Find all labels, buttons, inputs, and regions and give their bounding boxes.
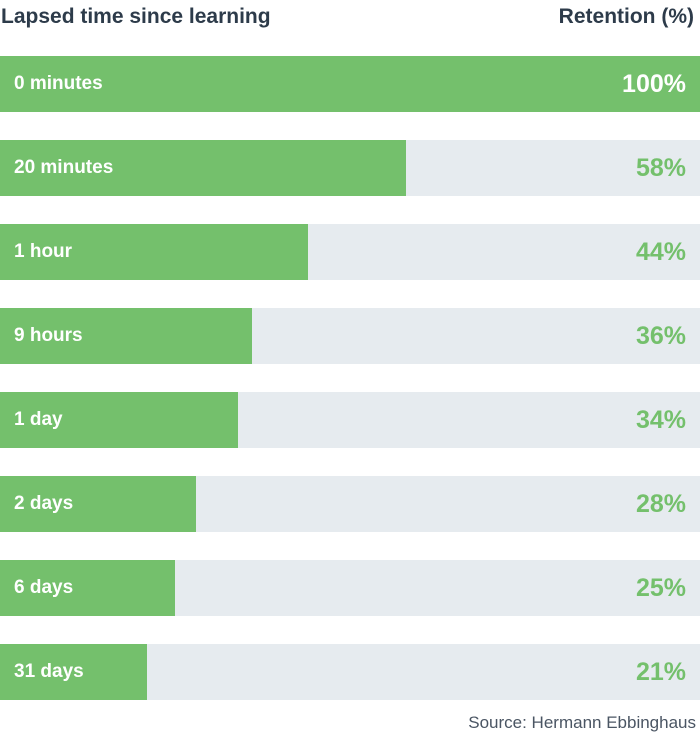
category-label: 20 minutes bbox=[14, 157, 114, 178]
column-title-lapsed-time: Lapsed time since learning bbox=[1, 5, 271, 28]
category-label: 1 hour bbox=[14, 241, 73, 262]
bar bbox=[0, 140, 406, 196]
category-label: 1 day bbox=[14, 409, 63, 430]
value-label: 25% bbox=[635, 574, 686, 602]
value-label: 44% bbox=[635, 238, 686, 266]
chart-header: Lapsed time since learning Retention (%) bbox=[0, 0, 700, 34]
category-label: 2 days bbox=[14, 493, 74, 514]
column-title-retention: Retention (%) bbox=[558, 5, 694, 28]
value-label: 21% bbox=[635, 658, 686, 686]
value-label: 28% bbox=[635, 490, 686, 518]
bar-row: 2 days 28% bbox=[0, 476, 700, 532]
bar bbox=[0, 56, 700, 112]
bar bbox=[0, 476, 196, 532]
bar bbox=[0, 224, 308, 280]
bar bbox=[0, 644, 147, 700]
category-label: 0 minutes bbox=[14, 73, 103, 94]
bar-row: 31 days 21% bbox=[0, 644, 700, 700]
value-label: 100% bbox=[622, 70, 686, 98]
category-label: 31 days bbox=[14, 661, 84, 682]
bar bbox=[0, 392, 238, 448]
bar-row: 9 hours 36% bbox=[0, 308, 700, 364]
value-label: 36% bbox=[635, 322, 686, 350]
bar bbox=[0, 308, 252, 364]
category-label: 9 hours bbox=[14, 325, 83, 346]
value-label: 58% bbox=[635, 154, 686, 182]
bar-row: 0 minutes 100% bbox=[0, 56, 700, 112]
source-note: Source: Hermann Ebbinghaus bbox=[468, 713, 696, 732]
bar-row: 1 day 34% bbox=[0, 392, 700, 448]
bar bbox=[0, 560, 175, 616]
bar-row: 1 hour 44% bbox=[0, 224, 700, 280]
value-label: 34% bbox=[635, 406, 686, 434]
bar-row: 6 days 25% bbox=[0, 560, 700, 616]
bar-row: 20 minutes 58% bbox=[0, 140, 700, 196]
category-label: 6 days bbox=[14, 577, 74, 598]
